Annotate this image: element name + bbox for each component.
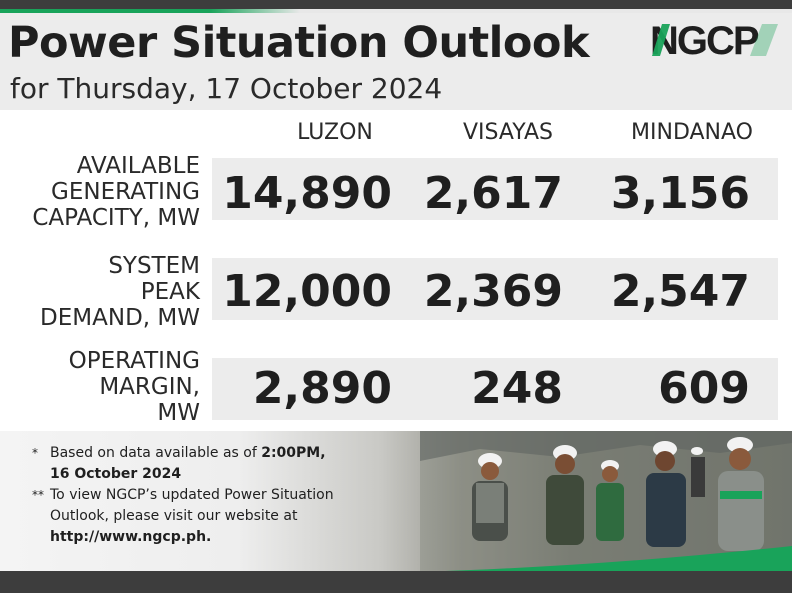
row-label-line: SYSTEM: [108, 253, 200, 279]
row-label-line: GENERATING: [51, 179, 200, 205]
logo-green-slash: [652, 24, 670, 56]
row-band-peak-demand: [212, 258, 778, 320]
footnote-1-time: 2:00PM,: [261, 445, 326, 461]
value-luzon-available-capacity: 14,890: [222, 168, 392, 219]
footnote-2-line1: To view NGCP’s updated Power Situation: [50, 487, 334, 503]
worker-figure: [691, 447, 705, 497]
footnote-1-date: 16 October 2024: [50, 466, 182, 482]
row-label-line: MARGIN,: [99, 374, 200, 400]
footnote-1-text: Based on data available as of: [50, 445, 262, 461]
value-luzon-operating-margin: 2,890: [252, 363, 392, 414]
value-mindanao-operating-margin: 609: [658, 363, 750, 414]
row-label-peak-demand: SYSTEM PEAK DEMAND, MW: [0, 253, 200, 331]
workers-photo-illustration: [420, 431, 792, 571]
row-label-line: AVAILABLE: [76, 153, 200, 179]
page-title: Power Situation Outlook: [8, 18, 590, 68]
top-accent-green-stripe: [0, 9, 300, 13]
row-label-line: PEAK: [140, 279, 200, 305]
footnote-2-mark: **: [32, 488, 44, 502]
row-label-available-capacity: AVAILABLE GENERATING CAPACITY, MW: [0, 153, 200, 231]
footnotes: * Based on data available as of 2:00PM, …: [32, 443, 372, 548]
row-label-operating-margin: OPERATING MARGIN, MW: [0, 348, 200, 426]
footnote-2-line2: Outlook, please visit our website at: [50, 508, 298, 524]
worker-figure: [596, 460, 624, 541]
column-header-luzon: LUZON: [297, 120, 373, 145]
row-label-line: CAPACITY, MW: [32, 205, 200, 231]
row-label-line: MW: [157, 400, 200, 426]
value-mindanao-peak-demand: 2,547: [610, 266, 750, 317]
value-visayas-peak-demand: 2,369: [423, 266, 563, 317]
column-header-visayas: VISAYAS: [463, 120, 553, 145]
bottom-bar: [0, 571, 792, 593]
header-band: [0, 13, 792, 110]
worker-figure: [472, 453, 508, 541]
page-subtitle: for Thursday, 17 October 2024: [10, 72, 443, 105]
ngcp-logo: NGCP: [650, 20, 778, 60]
green-wave-accent: [420, 546, 792, 572]
footer-banner: * Based on data available as of 2:00PM, …: [0, 431, 792, 571]
website-link[interactable]: http://www.ngcp.ph.: [50, 529, 212, 545]
worker-figure: [546, 445, 584, 545]
worker-figure: [718, 437, 764, 551]
top-bar: [0, 0, 792, 9]
row-label-line: DEMAND, MW: [40, 305, 200, 331]
worker-figure: [646, 441, 686, 547]
top-accent: [0, 9, 792, 15]
row-label-line: OPERATING: [68, 348, 200, 374]
value-visayas-operating-margin: 248: [471, 363, 563, 414]
row-band-operating-margin: [212, 358, 778, 420]
footnote-1: * Based on data available as of 2:00PM,: [32, 443, 372, 464]
footnote-1-mark: *: [32, 446, 38, 460]
column-header-mindanao: MINDANAO: [631, 120, 753, 145]
row-band-available-capacity: [212, 158, 778, 220]
value-luzon-peak-demand: 12,000: [222, 266, 392, 317]
footnote-2: ** To view NGCP’s updated Power Situatio…: [32, 485, 372, 506]
value-visayas-available-capacity: 2,617: [423, 168, 563, 219]
logo-green-accent: [750, 24, 778, 56]
value-mindanao-available-capacity: 3,156: [610, 168, 750, 219]
